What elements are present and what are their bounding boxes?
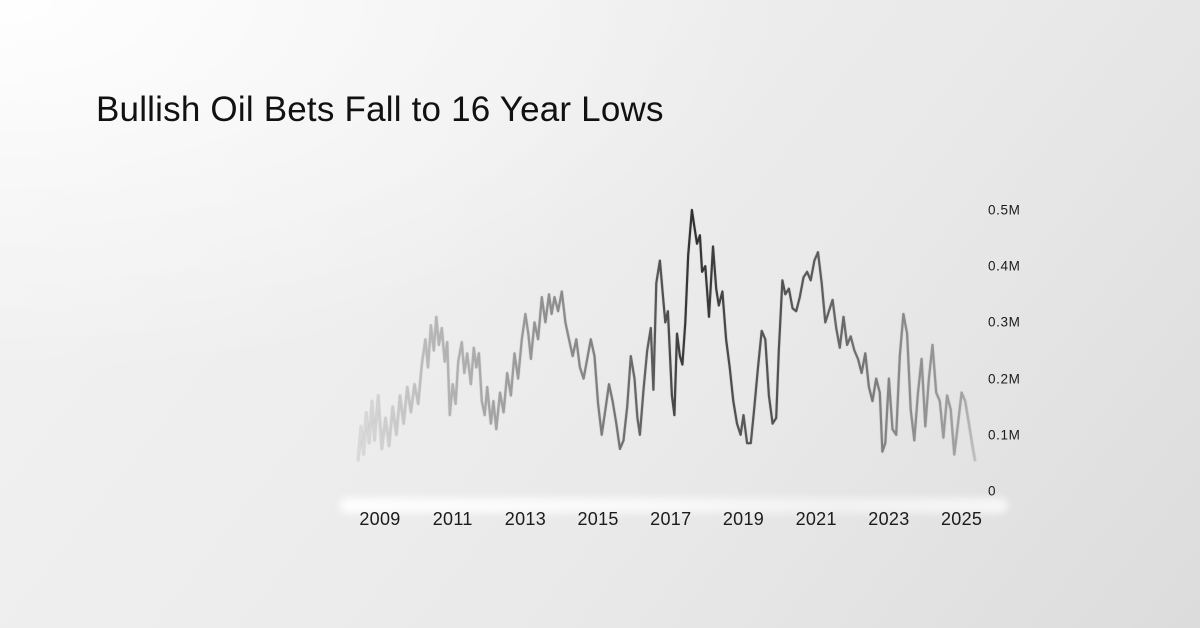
x-tick-label: 2011 xyxy=(432,509,473,529)
y-tick-label: 0.5M xyxy=(988,202,1021,218)
x-tick-label: 2015 xyxy=(577,509,619,529)
y-tick-label: 0.1M xyxy=(988,427,1021,443)
series-line xyxy=(357,208,977,462)
x-axis-highlight-band xyxy=(340,498,1008,513)
x-tick-label: 2023 xyxy=(868,509,910,529)
y-tick-label: 0.2M xyxy=(988,371,1021,387)
x-tick-label: 2025 xyxy=(940,509,983,529)
y-tick-label: 0.4M xyxy=(988,258,1021,274)
x-tick-label: 2013 xyxy=(504,509,547,529)
chart-title: Bullish Oil Bets Fall to 16 Year Lows xyxy=(96,90,664,129)
x-tick-label: 2009 xyxy=(359,509,401,529)
y-tick-label: 0 xyxy=(988,483,997,499)
y-tick-label: 0.3M xyxy=(988,314,1021,330)
x-tick-label: 2019 xyxy=(722,509,765,529)
x-tick-label: 2017 xyxy=(650,509,692,529)
x-tick-label: 2021 xyxy=(795,509,837,529)
